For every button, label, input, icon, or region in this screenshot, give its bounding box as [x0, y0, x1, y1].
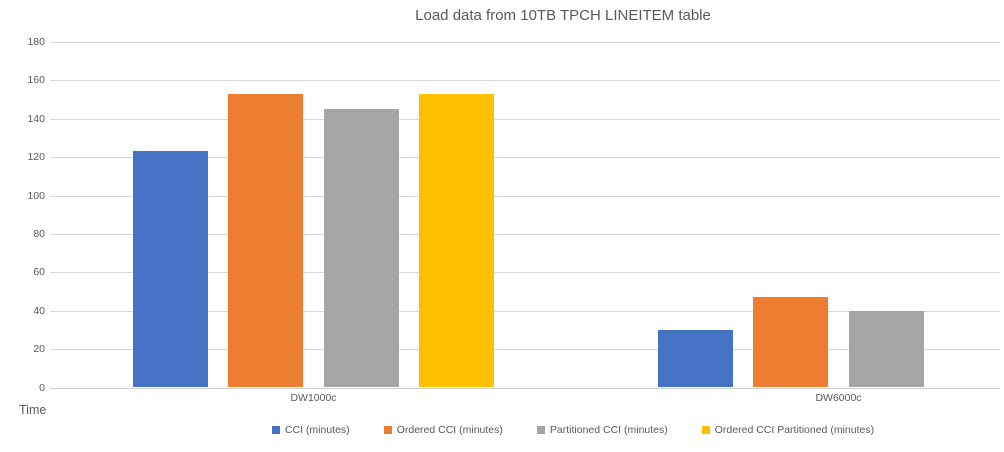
bar-dw1000c-partitioned-cci-minutes	[323, 109, 399, 388]
gridline	[50, 349, 1000, 351]
legend-swatch-icon	[383, 426, 392, 434]
legend-label: CCI (minutes)	[284, 424, 350, 436]
bar-dw6000c-cci-minutes	[658, 329, 733, 388]
chart-title: Load data from 10TB TPCH LINEITEM table	[415, 7, 711, 24]
y-tick-label: 160	[27, 74, 45, 87]
bar-dw1000c-cci-minutes	[133, 151, 208, 388]
legend-label: Ordered CCI Partitioned (minutes)	[714, 424, 875, 436]
bar-dw1000c-ordered-cci-partitioned-minutes	[418, 93, 494, 388]
gridline	[50, 42, 1000, 43]
bar-dw1000c-ordered-cci-minutes	[228, 93, 304, 388]
legend-label: Partitioned CCI (minutes)	[549, 424, 668, 436]
legend-swatch-icon	[536, 426, 545, 434]
legend-item-partitioned-cci-minutes: Partitioned CCI (minutes)	[536, 424, 668, 436]
x-axis-line	[50, 387, 1000, 389]
category-label-dw1000c: DW1000c	[290, 392, 337, 404]
legend-swatch-icon	[271, 426, 280, 434]
legend-item-ordered-cci-partitioned-minutes: Ordered CCI Partitioned (minutes)	[701, 424, 875, 436]
y-tick-label: 40	[33, 304, 45, 317]
y-axis-title: Time	[19, 403, 47, 417]
bar-dw6000c-ordered-cci-minutes	[753, 297, 829, 388]
bar-dw6000c-partitioned-cci-minutes	[848, 310, 924, 388]
y-tick-label: 20	[33, 343, 45, 356]
gridline	[50, 157, 1000, 159]
y-tick-label: 120	[27, 151, 45, 164]
legend-swatch-icon	[701, 426, 710, 434]
y-tick-label: 0	[39, 381, 45, 394]
legend: CCI (minutes) Ordered CCI (minutes) Partit…	[143, 424, 1003, 436]
gridline	[50, 310, 1000, 312]
y-tick-label: 60	[33, 266, 45, 279]
y-tick-label: 80	[33, 227, 45, 240]
gridline	[50, 195, 1000, 197]
gridline	[50, 233, 1000, 235]
y-tick-label: 100	[27, 189, 45, 202]
legend-label: Ordered CCI (minutes)	[396, 424, 503, 436]
legend-item-cci-minutes: CCI (minutes)	[271, 424, 350, 436]
gridline	[50, 272, 1000, 274]
gridline	[50, 80, 1000, 82]
y-tick-label: 180	[27, 36, 45, 48]
gridline	[50, 118, 1000, 120]
category-label-dw6000c: DW6000c	[815, 392, 862, 404]
legend-item-ordered-cci-minutes: Ordered CCI (minutes)	[383, 424, 503, 436]
y-tick-label: 140	[27, 112, 45, 125]
